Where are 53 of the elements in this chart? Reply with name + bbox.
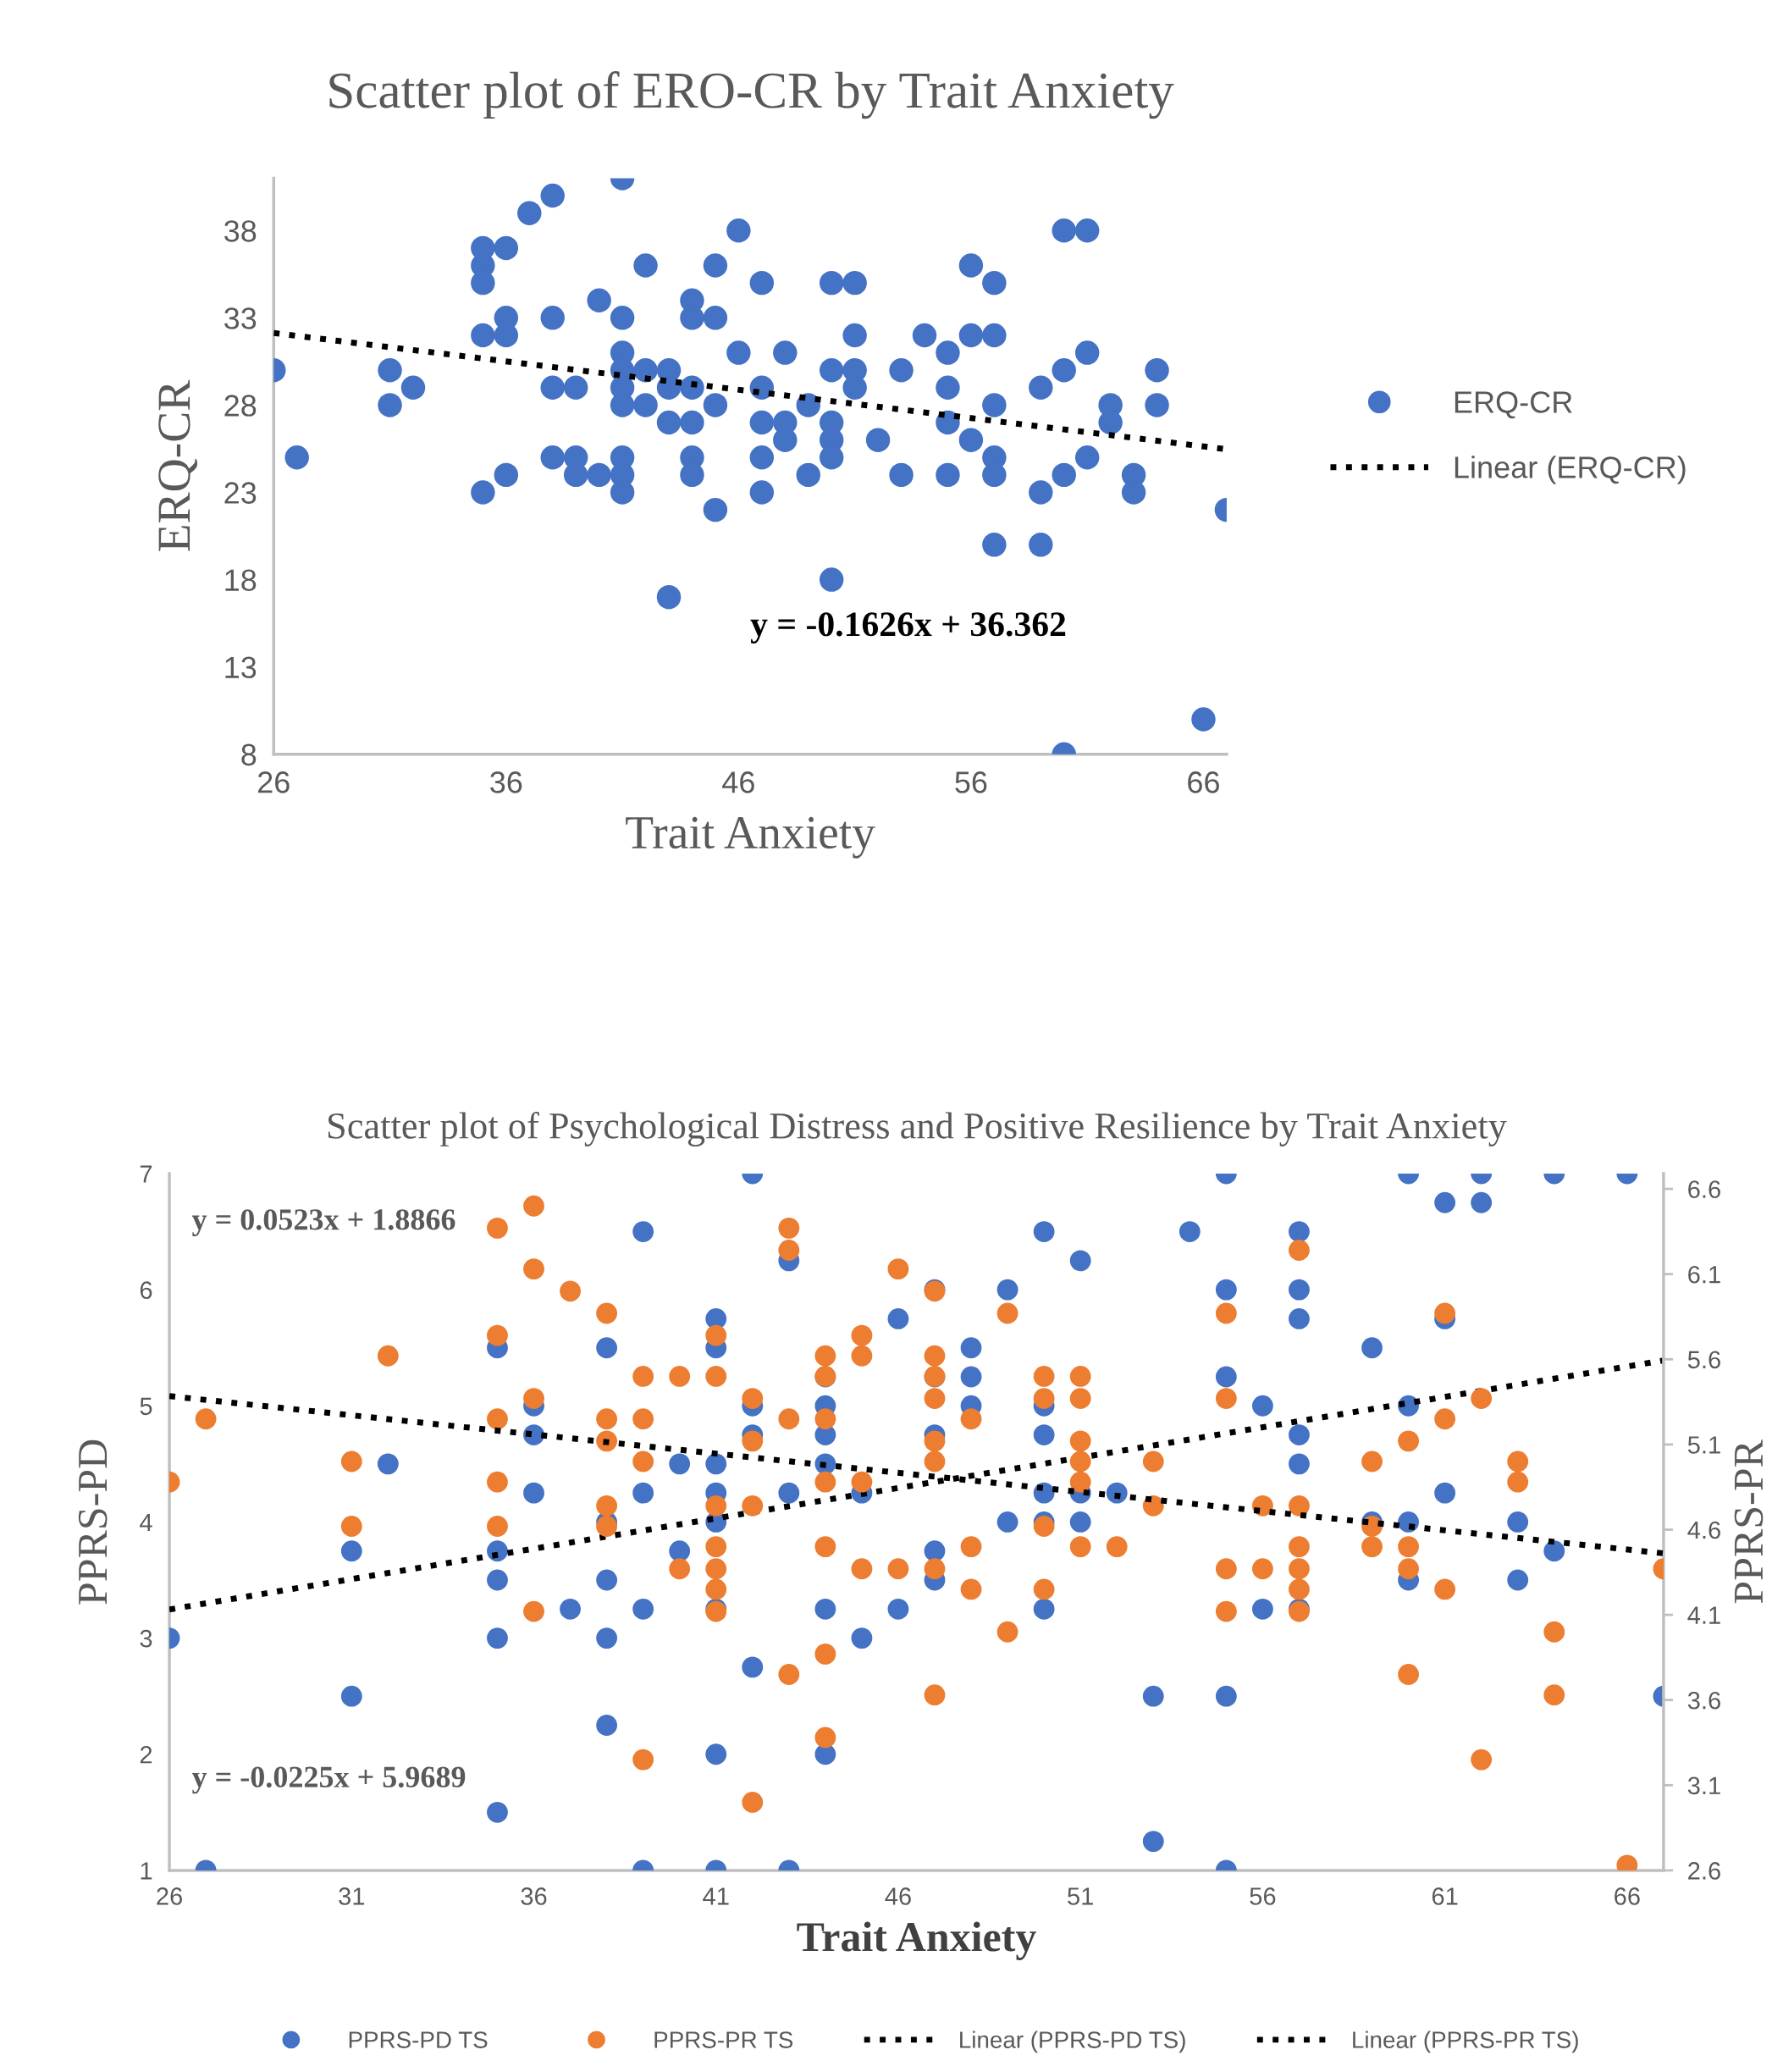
x-tick-label: 26 <box>258 771 290 793</box>
y2-tick-label: 5.6 <box>1687 1351 1720 1369</box>
y-tick-label: 33 <box>224 307 257 329</box>
x-tick-label: 66 <box>1188 771 1219 793</box>
y2-tick-label: 2.6 <box>1688 1862 1720 1880</box>
legend-label: PPRS-PR TS <box>654 2031 793 2048</box>
y-axis-title: PPRS-PD <box>78 1439 108 1605</box>
chart-title: Scatter plot of Psychological Distress and Positive Resilience by Trait Anxiety <box>328 1112 1507 1147</box>
y2-tick-label: 5.1 <box>1687 1436 1720 1454</box>
y2-tick-label: 4.1 <box>1687 1606 1720 1624</box>
y-tick-label: 1 <box>141 1862 152 1880</box>
y-tick-label: 23 <box>224 482 257 504</box>
y-tick-label: 2 <box>140 1745 152 1764</box>
y-tick-label: 13 <box>225 656 257 679</box>
legend-label: Linear (PPRS-PD TS) <box>960 2031 1185 2053</box>
y2-tick-label: 3.1 <box>1687 1776 1720 1795</box>
legend-label: ERQ-CR <box>1455 391 1572 419</box>
x-tick-label: 46 <box>885 1887 911 1905</box>
y-tick-label: 38 <box>224 220 257 242</box>
y-tick-label: 4 <box>140 1513 152 1532</box>
x-tick-label: 46 <box>722 771 754 793</box>
y2-tick-label: 6.6 <box>1688 1180 1720 1198</box>
y2-tick-label: 4.6 <box>1687 1521 1720 1539</box>
y-tick-label: 7 <box>140 1165 152 1183</box>
y2-tick-label: 3.6 <box>1687 1691 1720 1710</box>
annotation: y = 0.0523x + 1.8866 <box>191 1209 455 1236</box>
y-tick-label: 3 <box>140 1629 152 1648</box>
y-tick-label: 28 <box>224 395 257 417</box>
x-tick-label: 36 <box>521 1887 547 1905</box>
y2-tick-label: 6.1 <box>1688 1265 1720 1284</box>
chart-title: Scatter plot of ERO-CR by Trait Anxiety <box>329 71 1174 119</box>
x-tick-label: 36 <box>490 771 522 793</box>
x-tick-label: 66 <box>1615 1887 1640 1905</box>
y-axis-title: ERQ-CR <box>158 379 198 551</box>
x-tick-label: 31 <box>339 1887 365 1905</box>
x-axis-title: Trait Anxiety <box>797 1921 1036 1960</box>
y-tick-label: 5 <box>140 1397 152 1416</box>
x-axis-title: Trait Anxiety <box>626 816 875 859</box>
y-tick-label: 18 <box>225 569 257 592</box>
annotation: y = -0.1626x + 36.362 <box>750 612 1066 644</box>
y-tick-label: 6 <box>140 1281 152 1299</box>
legend-label: PPRS-PD TS <box>349 2031 488 2048</box>
y2-axis-title: PPRS-PR <box>1734 1439 1764 1604</box>
legend-label: Linear (PPRS-PR TS) <box>1353 2031 1578 2053</box>
x-tick-label: 61 <box>1432 1887 1458 1905</box>
x-tick-label: 41 <box>703 1887 729 1905</box>
x-tick-label: 51 <box>1068 1887 1093 1905</box>
x-tick-label: 56 <box>955 771 987 793</box>
x-tick-label: 56 <box>1250 1887 1276 1905</box>
x-tick-label: 26 <box>157 1887 183 1905</box>
y-tick-label: 8 <box>241 743 257 766</box>
annotation: y = -0.0225x + 5.9689 <box>191 1766 466 1794</box>
legend-label: Linear (ERQ-CR) <box>1455 456 1686 484</box>
